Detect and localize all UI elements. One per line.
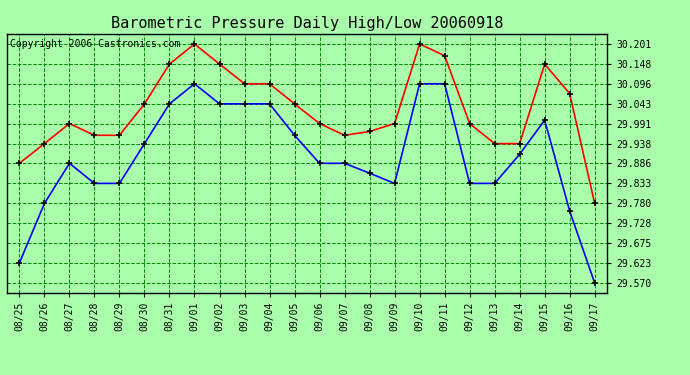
Text: Copyright 2006 Castronics.com: Copyright 2006 Castronics.com bbox=[10, 39, 180, 49]
Title: Barometric Pressure Daily High/Low 20060918: Barometric Pressure Daily High/Low 20060… bbox=[111, 16, 503, 31]
